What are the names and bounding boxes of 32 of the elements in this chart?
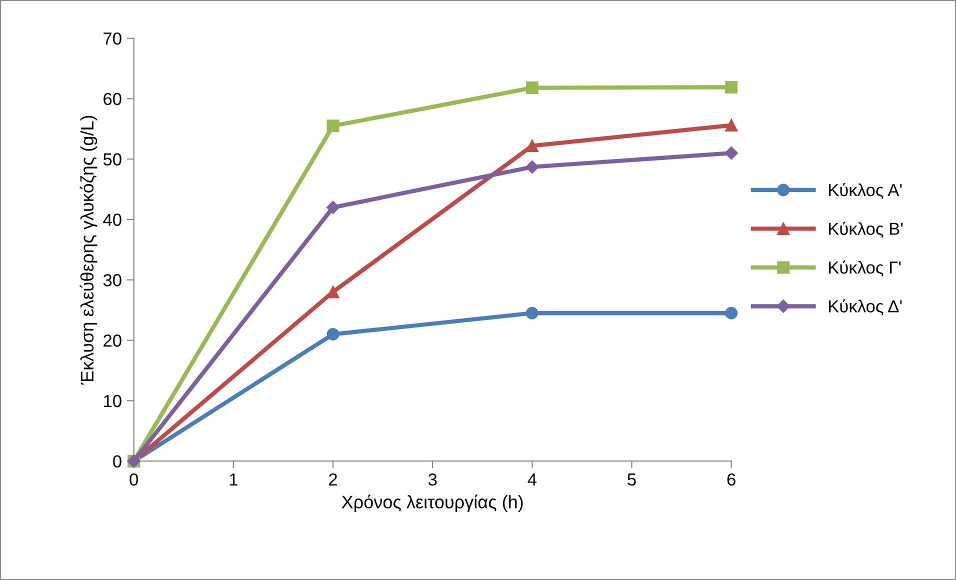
x-tick-label: 5 [628,474,636,486]
point [326,200,340,214]
y-tick-label: 0 [113,455,122,468]
point [526,140,538,152]
point [724,146,738,160]
y-tick-label: 10 [104,394,122,408]
point [526,82,538,94]
point [526,306,538,320]
legend-label: Κύκλος Α' [829,182,902,200]
x-tick-label: 3 [428,473,437,486]
legend-label: Κύκλος Β' [829,222,903,238]
legend-label: Κύκλος Δ' [829,299,902,316]
point [326,120,340,132]
y-tick-label: 60 [104,92,122,106]
point [725,119,738,132]
y-tick-label: 20 [104,334,122,347]
legend-label: Κύκλος Γ' [829,260,901,277]
point [725,80,738,94]
x-tick-label: 0 [130,473,138,486]
y-tick-label: 30 [103,274,122,286]
point [326,328,340,341]
x-axis-title: Χρόνος λειτουργίας (h) [342,494,523,512]
y-tick-label: 70 [104,32,122,45]
x-tick-label: 6 [727,473,736,486]
y-axis-title: Έκλυση ελεύθερης γλυκόζης (g/L) [80,116,98,385]
x-tick-label: 4 [528,474,536,486]
x-tick-label: 1 [230,474,238,486]
y-tick-label: 40 [103,214,122,226]
point [725,306,738,320]
y-tick-label: 50 [103,153,122,166]
point [526,160,539,174]
x-tick-label: 2 [329,473,337,486]
